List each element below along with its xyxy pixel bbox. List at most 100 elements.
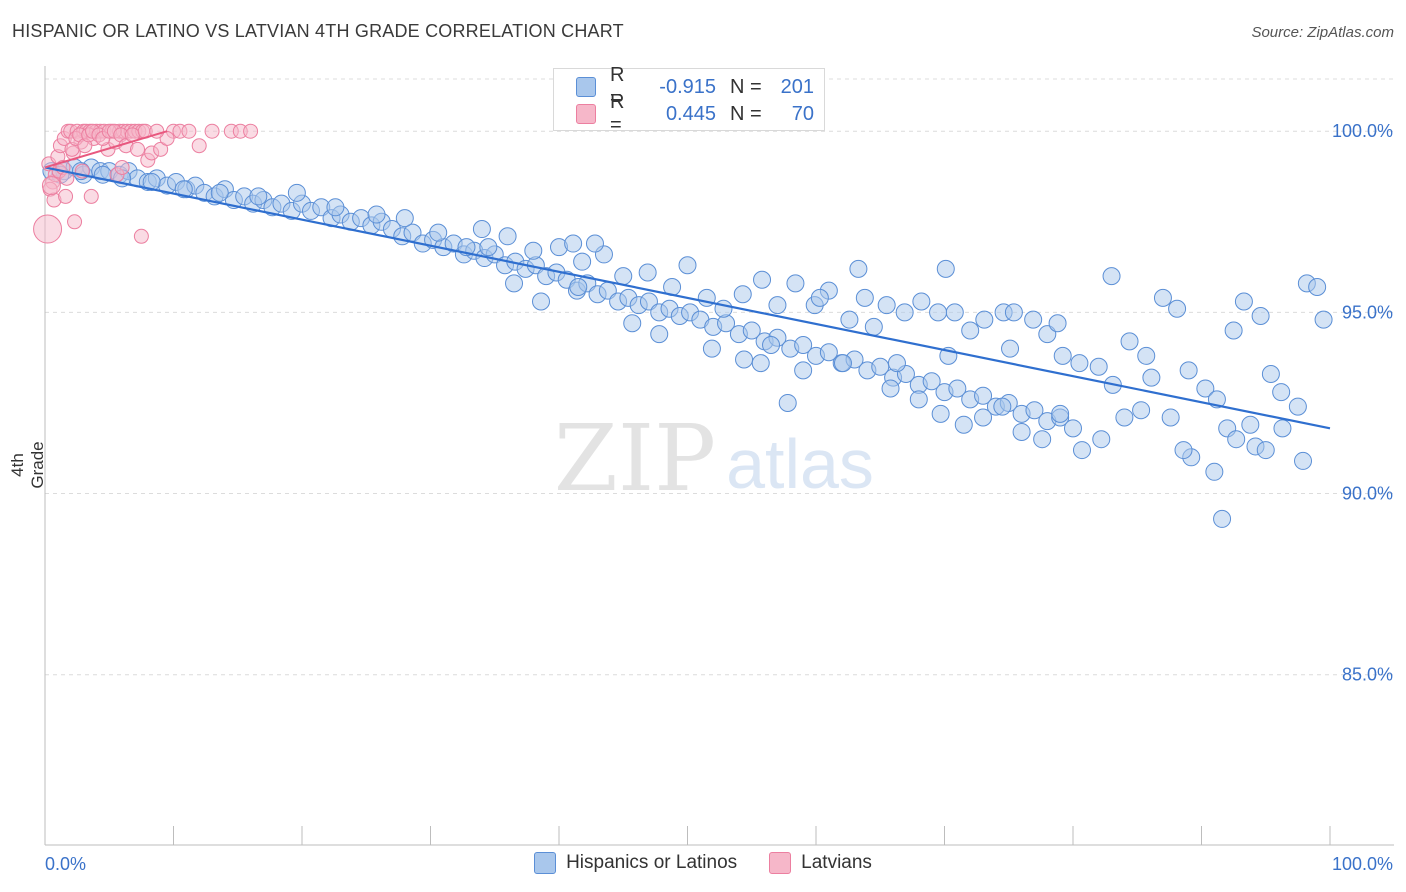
latvian-point <box>181 123 197 139</box>
legend-item-hispanics: Hispanics or Latinos <box>534 852 737 874</box>
watermark-atlas: atlas <box>726 425 874 503</box>
hispanic-point <box>1089 357 1108 376</box>
legend-n-label: N = <box>730 102 762 125</box>
hispanic-point <box>1213 509 1232 528</box>
hispanic-point <box>638 263 657 282</box>
hispanic-point <box>1070 354 1089 373</box>
latvian-point <box>133 228 149 244</box>
x-tick-label: 100.0% <box>1332 854 1393 874</box>
series-legend: Hispanics or Latinos Latvians <box>0 852 1406 874</box>
hispanic-point <box>751 354 770 373</box>
hispanic-point <box>1153 288 1172 307</box>
hispanic-point <box>505 274 524 293</box>
legend-swatch-pink <box>576 104 596 124</box>
hispanic-point <box>1001 339 1020 358</box>
hispanic-point <box>742 321 761 340</box>
legend-n-value: 201 <box>780 75 814 98</box>
hispanic-point <box>975 310 994 329</box>
hispanic-point <box>1241 415 1260 434</box>
hispanic-point <box>974 386 993 405</box>
hispanic-point <box>287 183 306 202</box>
legend-r-label: R = <box>610 64 625 109</box>
hispanic-point <box>367 205 386 224</box>
hispanic-point <box>1294 451 1313 470</box>
hispanic-point <box>1102 267 1121 286</box>
hispanic-point <box>1033 430 1052 449</box>
hispanic-point <box>864 317 883 336</box>
hispanic-point <box>210 183 229 202</box>
hispanic-point <box>650 325 669 344</box>
hispanic-point <box>1288 397 1307 416</box>
hispanic-point <box>1161 408 1180 427</box>
hispanic-point <box>1273 419 1292 438</box>
hispanic-point <box>1048 314 1067 333</box>
hispanic-point <box>974 408 993 427</box>
latvian-point <box>83 188 99 204</box>
hispanic-point <box>1234 292 1253 311</box>
legend-label-latvians: Latvians <box>801 852 872 873</box>
hispanic-point <box>1256 441 1275 460</box>
hispanic-point <box>1227 430 1246 449</box>
hispanic-point <box>1224 321 1243 340</box>
hispanic-point <box>1168 299 1187 318</box>
hispanic-point <box>877 296 896 315</box>
hispanic-point <box>1251 307 1270 326</box>
hispanic-point <box>1142 368 1161 387</box>
hispanic-point <box>833 354 852 373</box>
hispanic-point <box>1272 383 1291 402</box>
hispanic-point <box>1064 419 1082 438</box>
hispanic-point <box>778 393 797 412</box>
hispanic-point <box>768 296 787 315</box>
hispanic-point <box>1261 364 1280 383</box>
y-tick-label: 85.0% <box>1342 665 1393 685</box>
hispanic-point <box>249 187 268 206</box>
x-tick-label: 0.0% <box>45 854 86 874</box>
hispanic-point <box>762 335 781 354</box>
hispanic-point <box>524 241 543 260</box>
hispanic-point <box>569 278 588 297</box>
hispanic-point <box>326 198 345 217</box>
hispanic-point <box>993 397 1012 416</box>
latvian-point <box>130 141 146 157</box>
latvian-point <box>41 176 61 196</box>
hispanic-point <box>922 372 941 391</box>
correlation-legend: R = -0.915 N = 201 R = 0.445 N = 70 <box>553 64 825 136</box>
hispanic-point <box>733 285 752 304</box>
y-tick-label: 100.0% <box>1332 121 1393 141</box>
hispanic-point <box>395 209 414 228</box>
hispanic-point <box>1072 441 1091 460</box>
latvian-point <box>114 159 130 175</box>
legend-r-label: R = <box>610 91 625 136</box>
hispanic-point <box>1205 462 1224 481</box>
hispanic-point <box>714 299 733 318</box>
latvian-point <box>67 214 83 230</box>
legend-r-value: 0.445 <box>665 102 716 125</box>
hispanic-point <box>794 361 813 380</box>
hispanic-point <box>855 288 874 307</box>
latvian-point <box>58 188 74 204</box>
hispanic-point <box>1004 303 1023 322</box>
hispanic-point <box>909 390 928 409</box>
hispanic-point <box>1092 430 1111 449</box>
hispanic-point <box>174 180 193 199</box>
latvian-trend-line <box>44 130 168 169</box>
hispanic-point <box>1132 401 1151 420</box>
hispanic-point <box>564 234 583 253</box>
hispanic-point <box>1179 361 1198 380</box>
hispanic-point <box>1308 278 1327 297</box>
legend-row-latvians: R = 0.445 N = 70 <box>576 91 814 136</box>
hispanic-point <box>1012 422 1031 441</box>
hispanic-point <box>786 274 805 293</box>
latvian-point <box>204 123 220 139</box>
hispanic-point <box>895 303 914 322</box>
hispanic-point <box>573 252 592 271</box>
hispanic-point <box>1024 310 1043 329</box>
hispanic-point <box>1137 346 1156 365</box>
hispanic-point <box>678 256 697 275</box>
hispanic-point <box>929 303 948 322</box>
hispanic-point <box>479 238 498 257</box>
hispanic-point <box>954 415 973 434</box>
legend-n-value: 70 <box>791 102 814 125</box>
watermark-zip: ZIP <box>554 405 716 512</box>
